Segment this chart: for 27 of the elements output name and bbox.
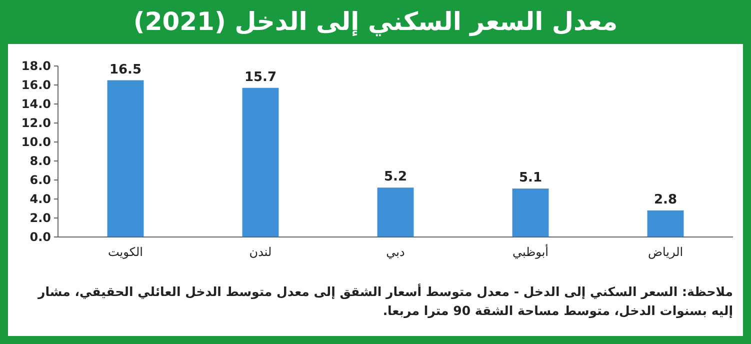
bar: [647, 210, 684, 237]
data-label: 2.8: [654, 192, 678, 208]
text: ملاحظة: السعر السكني إلى الدخل - معدل متوسط أسعار الشقق إلى معدل متوسط الدخل العائلي الحقيقي، مشار إليه بسنوات الدخل، متوسط مساحة الشقة 90 مترا مربعا.: [36, 282, 733, 320]
y-tick-label: 4.0: [30, 192, 51, 206]
bar: [512, 188, 549, 237]
x-tick-label: دبي: [386, 245, 405, 259]
y-tick-label: 14.0: [21, 97, 51, 111]
bar: [242, 88, 279, 237]
y-tick-label: 8.0: [30, 154, 51, 168]
x-tick-label: الرياض: [648, 245, 684, 259]
data-label: 5.1: [518, 170, 542, 186]
y-tick-label: 16.0: [21, 78, 51, 92]
data-label: 16.5: [109, 62, 142, 78]
x-tick-label: لندن: [249, 245, 272, 259]
y-tick-label: 0.0: [30, 230, 51, 244]
y-tick-label: 12.0: [21, 116, 51, 130]
x-tick-label: الكويت: [108, 245, 143, 259]
data-label: 15.7: [244, 70, 277, 85]
bar: [107, 80, 144, 237]
y-tick-label: 18.0: [21, 59, 51, 73]
y-tick-label: 10.0: [21, 135, 51, 149]
data-label: 5.2: [384, 170, 408, 185]
chart-title: معدل السعر السكني إلى الدخل (2021): [132, 6, 619, 38]
y-tick-label: 2.0: [30, 211, 51, 225]
y-tick-label: 6.0: [30, 173, 51, 187]
bar: [377, 188, 414, 237]
x-tick-label: أبوظبي: [512, 244, 549, 259]
